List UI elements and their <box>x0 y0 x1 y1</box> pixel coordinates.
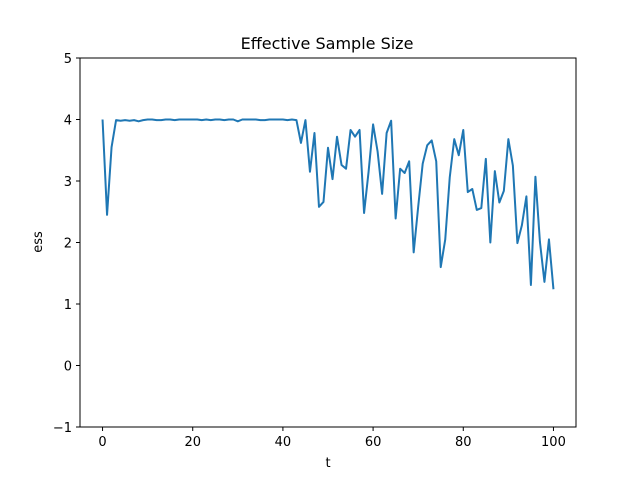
y-tick-label: 2 <box>64 237 72 252</box>
x-tick-label: 0 <box>98 435 106 450</box>
ticks-layer: 0 20 40 60 80 100 −1 0 1 2 3 4 5 <box>53 52 566 450</box>
y-tick-label: 4 <box>64 114 72 129</box>
y-tick-label: 3 <box>64 175 72 190</box>
x-tick-label: 40 <box>275 435 292 450</box>
plot-area <box>80 58 576 427</box>
y-tick-label: −1 <box>53 421 72 436</box>
x-tick-label: 20 <box>184 435 201 450</box>
plot-frame <box>79 57 577 428</box>
x-tick-label: 100 <box>541 435 566 450</box>
y-tick-label: 1 <box>64 298 72 313</box>
x-tick-label: 60 <box>365 435 382 450</box>
series-line <box>101 118 555 290</box>
chart-title: Effective Sample Size <box>241 34 414 53</box>
y-axis-label: ess <box>31 231 46 253</box>
x-axis-label: t <box>325 456 330 471</box>
series-layer <box>101 118 555 290</box>
x-tick-label: 80 <box>455 435 472 450</box>
y-tick-label: 0 <box>64 360 72 375</box>
y-tick-label: 5 <box>64 52 72 67</box>
